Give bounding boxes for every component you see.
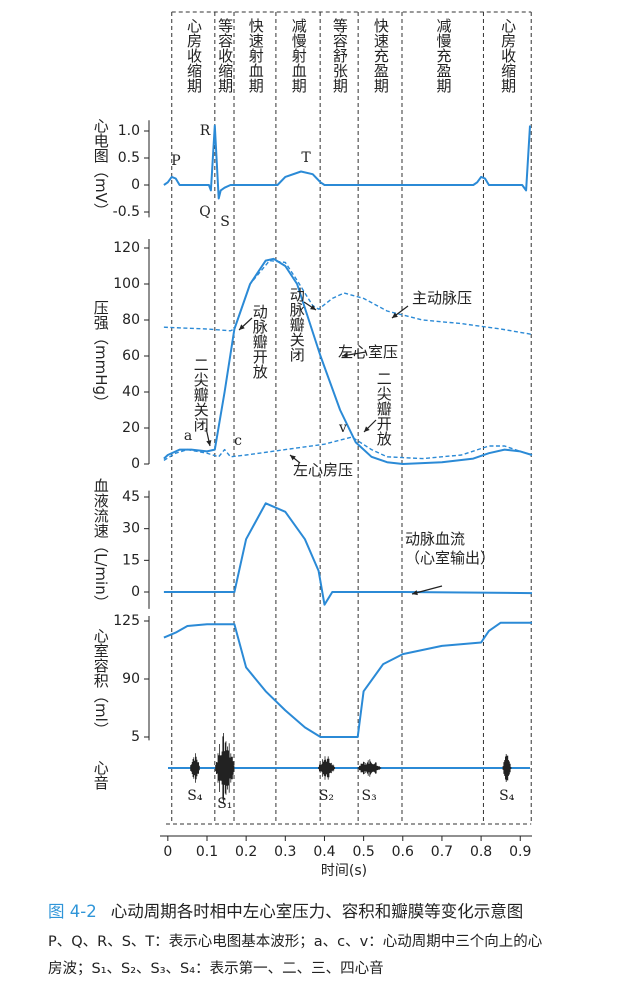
- annotation: T: [301, 150, 311, 166]
- series-line: [163, 436, 533, 461]
- caption-title: 心动周期各时相中左心室压力、容积和瓣膜等变化示意图: [110, 902, 524, 921]
- y-tick-label: 0.5: [118, 150, 140, 166]
- y-tick-label: 60: [122, 348, 140, 364]
- phase-label: 减慢充盈期: [434, 18, 453, 93]
- y-tick-label: 0: [131, 456, 140, 472]
- arrow-head: [392, 312, 398, 318]
- phase-label: 快速充盈期: [371, 18, 390, 93]
- phase-label: 减慢射血期: [289, 18, 308, 93]
- annotation: R: [200, 123, 211, 139]
- x-tick-label: 0.3: [274, 844, 296, 860]
- y-tick-label: 125: [113, 613, 140, 629]
- arrow-head: [206, 440, 212, 446]
- y-tick-label: 40: [122, 384, 140, 400]
- y-tick-label: 120: [113, 240, 140, 256]
- caption-label: 图 4-2: [48, 902, 97, 921]
- annotation: 二尖瓣开放: [374, 371, 393, 446]
- y-tick-label: 0: [131, 177, 140, 193]
- x-tick-label: 0.4: [313, 844, 335, 860]
- x-tick-label: 0.6: [392, 844, 414, 860]
- y-tick-label: 0: [131, 584, 140, 600]
- phase-label: 等容收缩期: [216, 18, 235, 93]
- heart-sound: [357, 759, 382, 777]
- sound-label: S₂: [319, 788, 334, 804]
- y-tick-label: 20: [122, 420, 140, 436]
- heart-sound: [190, 753, 200, 783]
- x-tick-label: 0.2: [235, 844, 257, 860]
- annotation: c: [234, 433, 242, 449]
- sound-label: S₄: [187, 788, 203, 804]
- annotation: P: [171, 153, 180, 169]
- y-axis-title: 血液流速（L/min）: [91, 478, 110, 610]
- series-line: [163, 621, 532, 738]
- series-line: [163, 124, 531, 200]
- series-label: 左心室压: [338, 343, 399, 361]
- heart-sound: [502, 754, 512, 782]
- annotation: 动脉瓣关闭: [287, 287, 306, 362]
- y-tick-label: 15: [122, 552, 140, 568]
- caption-note: 房波；S₁、S₂、S₃、S₄：表示第一、二、三、四心音: [48, 961, 384, 977]
- x-tick-label: 0.8: [470, 844, 492, 860]
- heart-sound: [318, 756, 335, 780]
- x-axis-title: 时间(s): [321, 863, 367, 879]
- arrow-head: [310, 304, 316, 310]
- caption-note: P、Q、R、S、T：表示心电图基本波形；a、c、v：心动周期中三个向上的心: [48, 934, 543, 950]
- sound-label: S₃: [362, 788, 377, 804]
- series-label: 主动脉压: [412, 289, 473, 307]
- chart: 时间(s) 0 0.1 0.2 0.3 0.4 0.5 0.6 0.7 0.8 0.9 -0.5 0 0…: [113, 11, 533, 879]
- y-tick-label: 5: [131, 729, 140, 745]
- phase-label: 心房收缩期: [185, 18, 204, 93]
- arrow-head: [342, 352, 348, 358]
- y-axis-title: 心音: [91, 760, 110, 790]
- annotation: 动脉瓣开放: [250, 304, 269, 379]
- arrow-head: [290, 455, 296, 461]
- x-tick-label: 0.5: [352, 844, 374, 860]
- series-label: 左心房压: [293, 461, 354, 479]
- series-line: [163, 257, 533, 465]
- phase-label: 快速射血期: [246, 18, 265, 93]
- arrow-head: [412, 590, 418, 596]
- phase-label: 心房收缩期: [499, 18, 518, 93]
- arrow-head: [364, 426, 370, 432]
- phase-label: 等容舒张期: [330, 18, 349, 93]
- y-tick-label: 45: [122, 489, 140, 505]
- x-tick-label: 0.1: [196, 844, 218, 860]
- y-tick-label: -0.5: [113, 204, 140, 220]
- annotation: Q: [199, 204, 210, 220]
- y-axis-title: 心室容积（ml）: [91, 628, 110, 737]
- y-tick-label: 80: [122, 312, 140, 328]
- x-tick-label: 0.9: [509, 844, 531, 860]
- y-tick-label: 90: [122, 671, 140, 687]
- caption-line: 图 4-2 心动周期各时相中左心室压力、容积和瓣膜等变化示意图: [48, 898, 523, 922]
- annotation: 二尖瓣关闭: [191, 357, 210, 432]
- series-line: [163, 502, 533, 606]
- heart-sound: [215, 733, 235, 803]
- y-tick-label: 100: [113, 276, 140, 292]
- series-line: [163, 259, 533, 336]
- y-axis-title: 心电图（mV）: [91, 118, 110, 218]
- y-tick-label: 1.0: [118, 123, 140, 139]
- annotation: S: [220, 214, 230, 230]
- sound-label: S₄: [499, 788, 515, 804]
- y-axis-title: 压强（mmHg）: [91, 300, 110, 411]
- y-tick-label: 30: [122, 521, 140, 537]
- sound-label: S₁: [217, 796, 232, 812]
- x-tick-label: 0: [163, 844, 172, 860]
- annotation: a: [184, 428, 192, 444]
- x-tick-label: 0.7: [431, 844, 453, 860]
- annotation: v: [338, 420, 347, 436]
- arrow-head: [239, 324, 245, 330]
- series-label: 动脉血流 （心室输出）: [405, 530, 496, 567]
